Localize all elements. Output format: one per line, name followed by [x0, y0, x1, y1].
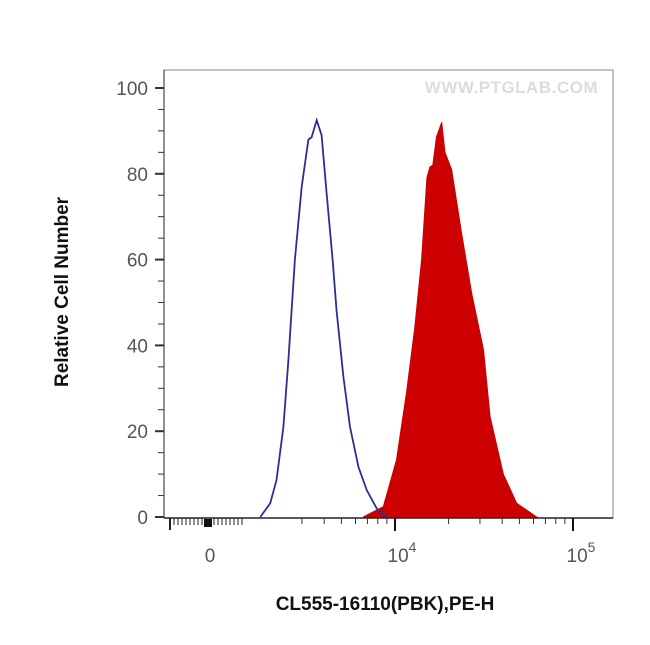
y-tick-label: 40: [127, 336, 148, 357]
y-tick-label: 20: [127, 422, 148, 443]
ticks-layer: [155, 87, 574, 531]
y-tick-label: 80: [127, 165, 148, 186]
series-layer: [259, 117, 539, 518]
x-axis-title: CL555-16110(PBK),PE-H: [276, 594, 495, 615]
y-tick-labels: 0 20 40 60 80 100: [116, 79, 148, 529]
y-tick-label: 100: [116, 79, 148, 100]
y-axis-title: Relative Cell Number: [52, 196, 73, 387]
series-control-outline: [259, 117, 388, 518]
y-tick-label: 0: [137, 508, 148, 529]
x-tick-label-1e5: 105: [567, 539, 596, 567]
x-zero-marker: [204, 519, 212, 527]
x-tick-label-1e4: 104: [388, 539, 417, 567]
plot-frame: [163, 69, 614, 519]
y-tick-label: 60: [127, 251, 148, 272]
x-tick-label-0: 0: [205, 546, 216, 567]
watermark: WWW.PTGLAB.COM: [425, 78, 598, 97]
series-stained-area: [363, 122, 539, 518]
